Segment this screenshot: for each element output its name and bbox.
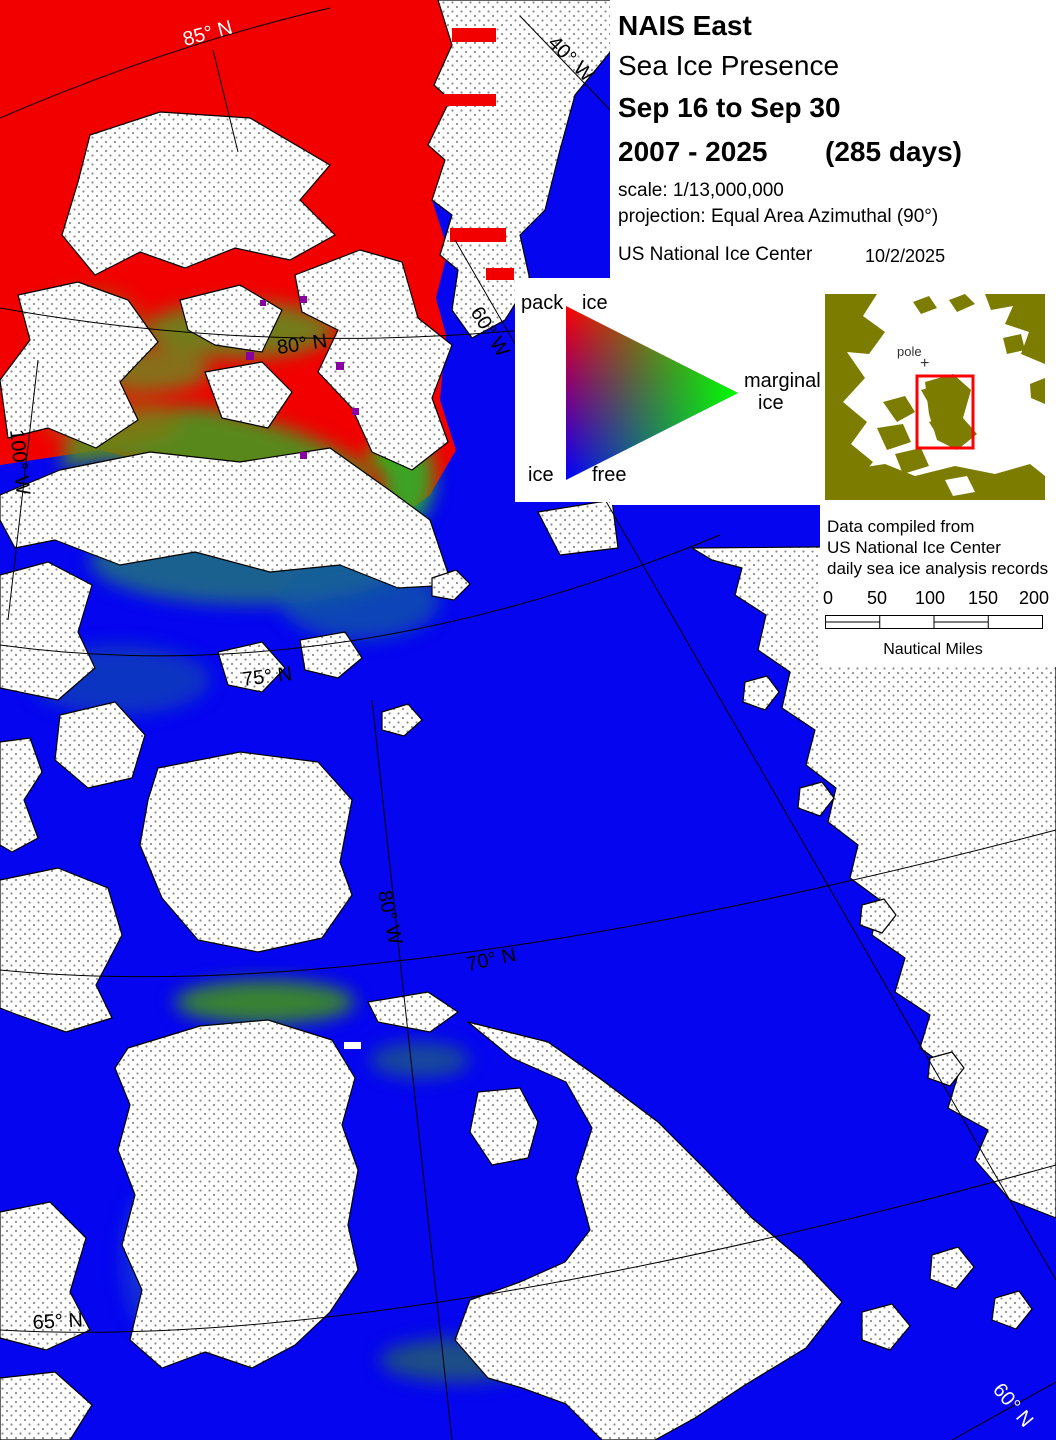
source-note-line3: daily sea ice analysis records <box>827 559 1049 578</box>
source-note-line1: Data compiled from <box>827 517 975 536</box>
inset-hudson-bay <box>945 476 975 496</box>
inset-extent-box <box>915 374 975 450</box>
map-title: NAIS East <box>618 10 752 41</box>
legend-marginal-word1: marginal <box>744 370 821 392</box>
source-scalebar-panel: Data compiled from US National Ice Cente… <box>820 505 1056 667</box>
years-range: 2007 - 2025 <box>618 136 768 167</box>
info-panel: NAIS East Sea Ice Presence Sep 16 to Sep… <box>610 0 1056 505</box>
pole-marker-icon: + <box>920 355 929 372</box>
scalebar-units: Nautical Miles <box>883 641 983 658</box>
legend-free-word2: free <box>592 464 627 486</box>
duration-days: (285 days) <box>825 136 962 167</box>
map-artifact-dash <box>344 1042 361 1049</box>
issue-date: 10/2/2025 <box>865 246 946 266</box>
agency-name: US National Ice Center <box>618 244 813 265</box>
mixed-ice-specks <box>246 296 359 459</box>
date-range: Sep 16 to Sep 30 <box>618 92 841 123</box>
legend-pack-word2: ice <box>582 292 608 314</box>
source-note-line2: US National Ice Center <box>827 538 1001 557</box>
inset-locator-map: pole + <box>825 294 1045 500</box>
pole-label: pole <box>897 344 922 359</box>
legend-pack-word1: pack <box>521 292 564 314</box>
pack-ice-coastal-specks <box>442 28 514 280</box>
map-scale: scale: 1/13,000,000 <box>618 180 784 201</box>
label-65n: 65° N <box>32 1309 83 1334</box>
scalebar <box>825 615 1043 635</box>
scalebar-tick-200: 200 <box>1018 588 1050 608</box>
scalebar-tick-0: 0 <box>822 588 834 608</box>
inset-land <box>825 294 1045 500</box>
map-projection: projection: Equal Area Azimuthal (90°) <box>618 206 939 227</box>
legend-marginal-word2: ice <box>758 392 784 414</box>
scalebar-tick-100: 100 <box>914 588 946 608</box>
map-subtitle: Sea Ice Presence <box>618 50 840 81</box>
legend-free-word1: ice <box>528 464 554 486</box>
scalebar-tick-50: 50 <box>866 588 888 608</box>
scalebar-tick-150: 150 <box>967 588 999 608</box>
